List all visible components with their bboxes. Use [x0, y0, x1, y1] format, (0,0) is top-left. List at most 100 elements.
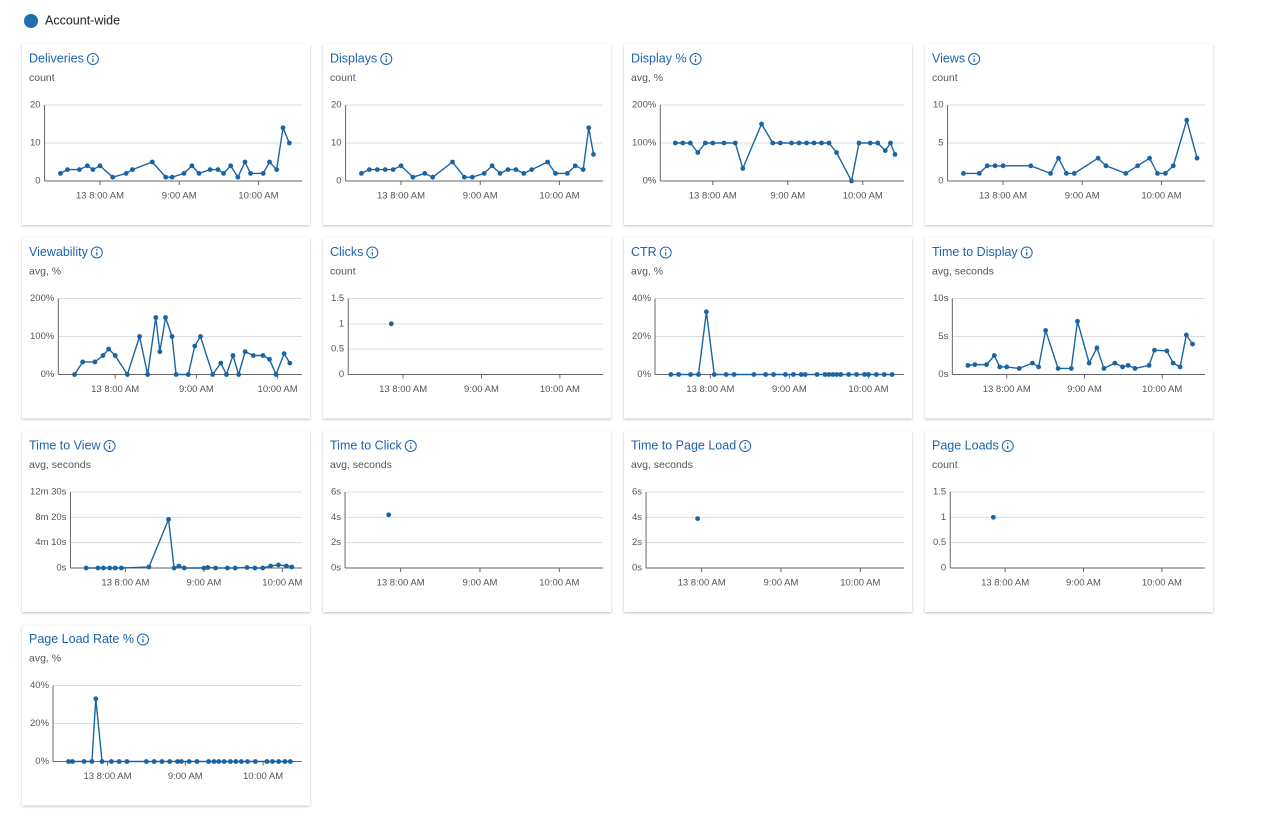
data-point — [267, 356, 272, 362]
chart-subtitle: avg, % — [29, 265, 61, 277]
data-point — [221, 171, 226, 176]
data-point — [95, 565, 101, 571]
info-icon[interactable] — [380, 53, 393, 65]
data-point — [1120, 364, 1125, 370]
info-icon[interactable] — [739, 440, 752, 452]
chart-card: Deliveries count 0 10 20 13 8:00 AM 9:00 AM 10:… — [22, 44, 310, 225]
x-tick-label: 9:00 AM — [1067, 384, 1102, 395]
info-icon[interactable] — [1020, 246, 1033, 259]
info-icon[interactable] — [103, 440, 116, 452]
data-point — [1086, 360, 1092, 366]
data-point — [84, 163, 90, 169]
info-icon[interactable] — [136, 633, 149, 646]
info-icon[interactable] — [968, 53, 981, 65]
data-point — [244, 565, 250, 570]
info-dot — [664, 249, 667, 251]
chart-subtitle: count — [932, 72, 958, 84]
data-point — [235, 174, 241, 180]
y-tick-label: 4m 10s — [35, 537, 66, 548]
data-point — [273, 372, 279, 377]
data-point — [245, 759, 250, 764]
chart-title: Page Load Rate % — [29, 632, 134, 646]
data-point — [216, 759, 222, 764]
x-tick-label: 9:00 AM — [168, 771, 203, 782]
info-circle — [968, 53, 981, 65]
data-point — [1068, 366, 1074, 371]
data-point — [856, 140, 862, 146]
data-point — [90, 167, 96, 172]
data-point — [997, 364, 1003, 370]
x-tick-label: 10:00 AM — [243, 771, 283, 782]
data-point — [225, 565, 230, 571]
x-tick-label: 10:00 AM — [843, 191, 883, 202]
data-point — [366, 167, 372, 172]
info-icon[interactable] — [689, 53, 702, 65]
y-tick-label: 0.5 — [933, 537, 946, 548]
info-dot — [385, 55, 388, 58]
data-point — [70, 759, 75, 764]
info-circle — [404, 440, 417, 452]
chart-title: Displays — [330, 51, 377, 65]
info-icon[interactable] — [86, 53, 99, 65]
info-dot — [744, 442, 746, 445]
data-point — [771, 372, 776, 377]
chart-title: Time to Page Load — [631, 438, 736, 452]
x-tick-label: 13 8:00 AM — [686, 384, 734, 395]
y-tick-label: 0s — [632, 563, 642, 574]
data-point — [106, 346, 112, 352]
data-point — [233, 759, 239, 764]
x-tick-label: 13 8:00 AM — [689, 191, 737, 202]
data-point — [83, 565, 89, 571]
data-point — [1063, 171, 1069, 176]
data-point — [159, 759, 165, 764]
data-point — [282, 759, 288, 764]
chart-title: Viewability — [29, 245, 89, 259]
card-background — [624, 431, 912, 612]
x-tick-label: 13 8:00 AM — [983, 384, 1031, 395]
y-tick-label: 0.5 — [331, 344, 344, 355]
data-point — [521, 171, 527, 176]
data-point — [1190, 341, 1195, 347]
data-point — [972, 362, 978, 368]
info-circle — [366, 246, 379, 259]
info-icon[interactable] — [404, 440, 417, 452]
data-point — [124, 759, 130, 764]
info-dot — [1025, 249, 1028, 251]
data-point — [1177, 364, 1183, 370]
data-point — [250, 353, 256, 358]
info-icon[interactable] — [90, 246, 103, 259]
data-point — [388, 321, 394, 327]
info-icon[interactable] — [1001, 440, 1014, 452]
data-point — [66, 759, 71, 764]
card-background — [925, 44, 1213, 225]
legend-swatch[interactable] — [24, 14, 38, 28]
info-dot — [371, 249, 374, 251]
data-point — [1162, 171, 1168, 176]
data-point — [1036, 364, 1042, 370]
data-point — [130, 167, 135, 172]
data-point — [97, 163, 103, 169]
data-point — [390, 167, 396, 172]
info-icon[interactable] — [366, 246, 379, 259]
data-point — [92, 359, 98, 365]
x-tick-label: 13 8:00 AM — [101, 578, 149, 589]
data-point — [260, 565, 266, 571]
info-circle — [380, 53, 393, 65]
data-point — [505, 167, 511, 172]
data-point — [181, 565, 187, 571]
info-icon[interactable] — [659, 246, 672, 259]
data-point — [1071, 171, 1077, 176]
data-point — [564, 171, 570, 176]
data-point — [866, 372, 871, 377]
data-point — [711, 372, 717, 377]
x-tick-label: 9:00 AM — [464, 384, 499, 395]
data-point — [740, 166, 746, 171]
data-point — [232, 565, 238, 571]
x-tick-label: 13 8:00 AM — [379, 384, 427, 395]
legend-label[interactable]: Account-wide — [45, 13, 120, 27]
data-point — [830, 372, 836, 377]
data-point — [137, 334, 142, 339]
data-point — [676, 372, 682, 377]
data-point — [230, 353, 236, 358]
data-point — [1170, 163, 1176, 169]
